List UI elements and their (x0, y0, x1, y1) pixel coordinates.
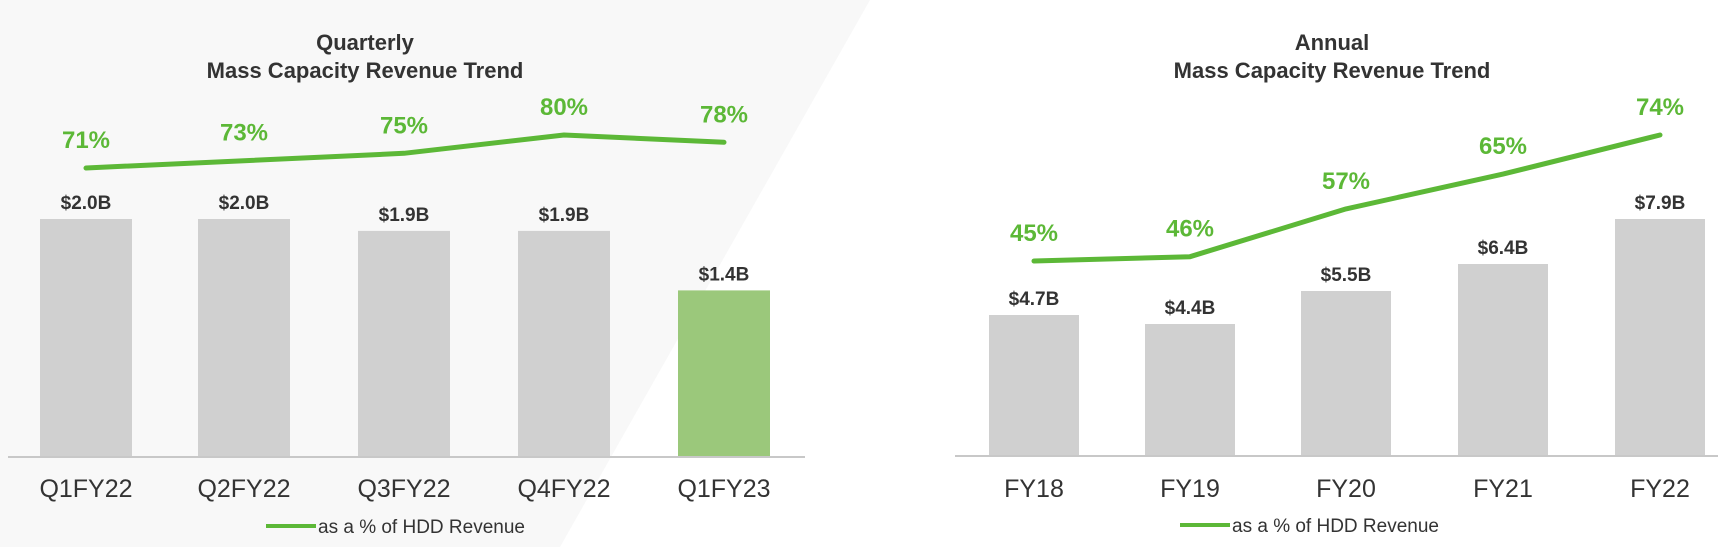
bar (1458, 264, 1548, 456)
x-tick-label: FY18 (1004, 475, 1064, 503)
bar-value-label: $1.9B (539, 205, 590, 226)
bar (989, 315, 1079, 456)
bar-value-label: $1.9B (379, 205, 430, 226)
legend-label: as a % of HDD Revenue (1232, 516, 1439, 537)
bar (40, 219, 132, 457)
x-tick-label: FY21 (1473, 475, 1533, 503)
chart-title-line1: Quarterly (316, 30, 415, 55)
bar-value-label: $5.5B (1321, 265, 1372, 286)
x-tick-label: FY19 (1160, 475, 1220, 503)
percent-label: 74% (1636, 94, 1684, 121)
bar (358, 230, 450, 457)
bar-value-label: $6.4B (1478, 238, 1529, 259)
bar-value-label: $4.4B (1165, 298, 1216, 319)
percent-label: 45% (1010, 220, 1058, 247)
legend: as a % of HDD Revenue (266, 517, 525, 538)
bar (1145, 324, 1235, 456)
bar (1301, 291, 1391, 456)
x-tick-label: FY22 (1630, 475, 1690, 503)
bar-value-label: $2.0B (61, 193, 112, 214)
chart-title-line1: Annual (1295, 30, 1370, 55)
x-tick-label: Q2FY22 (197, 475, 290, 503)
bar (198, 219, 290, 457)
x-tick-label: Q1FY23 (677, 475, 770, 503)
annual-chart: Annual Mass Capacity Revenue Trend $4.7B… (955, 30, 1718, 537)
x-tick-label: Q4FY22 (517, 475, 610, 503)
x-tick-label: Q1FY22 (39, 475, 132, 503)
percent-label: 46% (1166, 216, 1214, 243)
bar-value-label: $2.0B (219, 193, 270, 214)
bar-value-label: $7.9B (1635, 193, 1686, 214)
legend-label: as a % of HDD Revenue (318, 517, 525, 538)
chart-title-line2: Mass Capacity Revenue Trend (207, 58, 524, 83)
quarterly-chart: Quarterly Mass Capacity Revenue Trend $2… (8, 30, 805, 538)
chart-title-line2: Mass Capacity Revenue Trend (1174, 58, 1491, 83)
percent-line (1031, 132, 1663, 264)
percent-label: 78% (700, 101, 748, 128)
bar (518, 230, 610, 457)
percent-label: 73% (220, 120, 268, 147)
bar (678, 290, 770, 457)
percent-label: 57% (1322, 168, 1370, 195)
bar (1615, 219, 1705, 456)
percent-label: 65% (1479, 133, 1527, 160)
legend: as a % of HDD Revenue (1180, 516, 1439, 537)
percent-label: 71% (62, 127, 110, 154)
x-tick-label: Q3FY22 (357, 475, 450, 503)
percent-label: 80% (540, 94, 588, 121)
percent-label: 75% (380, 112, 428, 139)
bar-value-label: $1.4B (699, 264, 750, 285)
bar-value-label: $4.7B (1009, 289, 1060, 310)
x-tick-label: FY20 (1316, 475, 1376, 503)
percent-line (83, 132, 727, 171)
